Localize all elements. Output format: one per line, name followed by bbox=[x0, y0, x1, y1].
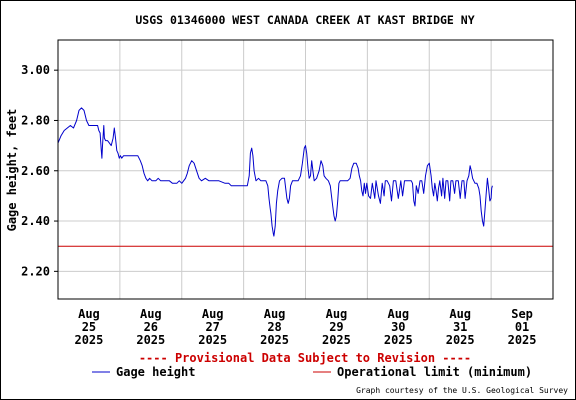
x-tick-label: Aug bbox=[264, 307, 286, 321]
x-tick-label: 2025 bbox=[260, 333, 289, 347]
x-tick-label: 25 bbox=[82, 320, 96, 334]
x-tick-label: Sep bbox=[511, 307, 533, 321]
x-tick-label: 2025 bbox=[508, 333, 537, 347]
x-tick-label: Aug bbox=[387, 307, 409, 321]
x-tick-label: Aug bbox=[449, 307, 471, 321]
usgs-credit: Graph courtesy of the U.S. Geological Su… bbox=[356, 386, 568, 395]
chart-title: USGS 01346000 WEST CANADA CREEK AT KAST … bbox=[135, 13, 474, 27]
y-axis-ticks: 3.00 2.80 2.60 2.40 2.20 bbox=[21, 63, 58, 278]
legend-label-operational-limit: Operational limit (minimum) bbox=[337, 365, 532, 379]
y-tick-label: 2.20 bbox=[21, 264, 50, 278]
x-tick-label: 27 bbox=[205, 320, 219, 334]
plot-area-border bbox=[57, 39, 554, 300]
x-tick-label: 28 bbox=[267, 320, 281, 334]
x-axis-ticks: Aug252025Aug262025Aug272025Aug282025Aug2… bbox=[74, 307, 536, 347]
y-axis-label: Gage height, feet bbox=[5, 109, 19, 232]
legend: Gage height Operational limit (minimum) bbox=[92, 365, 532, 379]
legend-label-gage-height: Gage height bbox=[116, 365, 195, 379]
x-tick-label: Aug bbox=[326, 307, 348, 321]
y-tick-label: 3.00 bbox=[21, 63, 50, 77]
x-tick-label: 2025 bbox=[384, 333, 413, 347]
x-tick-label: 2025 bbox=[198, 333, 227, 347]
y-tick-label: 2.60 bbox=[21, 164, 50, 178]
x-tick-label: 2025 bbox=[74, 333, 103, 347]
x-tick-label: Aug bbox=[202, 307, 224, 321]
series-line-gage-height bbox=[57, 107, 493, 237]
provisional-annotation: ---- Provisional Data Subject to Revisio… bbox=[139, 351, 471, 365]
grid-lines bbox=[57, 40, 554, 299]
x-tick-label: 2025 bbox=[136, 333, 165, 347]
x-tick-label: 2025 bbox=[322, 333, 351, 347]
x-tick-label: Aug bbox=[140, 307, 162, 321]
y-tick-label: 2.80 bbox=[21, 113, 50, 127]
x-tick-label: 30 bbox=[391, 320, 405, 334]
x-tick-label: 31 bbox=[453, 320, 467, 334]
y-tick-label: 2.40 bbox=[21, 214, 50, 228]
x-tick-label: 26 bbox=[144, 320, 158, 334]
series-layer bbox=[57, 107, 553, 247]
x-tick-label: 2025 bbox=[446, 333, 475, 347]
x-tick-label: 01 bbox=[515, 320, 529, 334]
x-tick-label: Aug bbox=[78, 307, 100, 321]
x-tick-label: 29 bbox=[329, 320, 343, 334]
